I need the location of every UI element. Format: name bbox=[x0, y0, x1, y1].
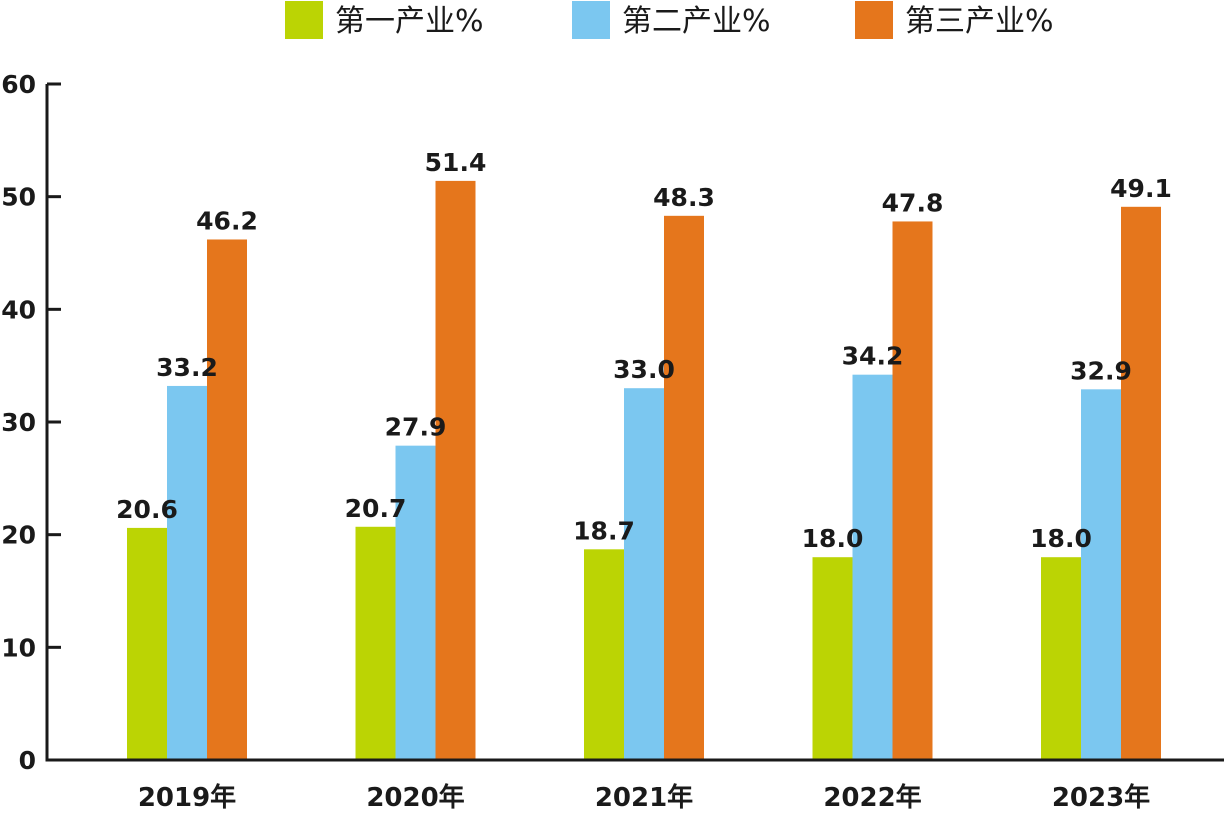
y-tick-label: 50 bbox=[1, 183, 36, 212]
bar-value-label: 18.0 bbox=[802, 524, 864, 553]
bars bbox=[127, 181, 1161, 760]
x-tick-label: 2023年 bbox=[1052, 782, 1150, 810]
legend-swatch bbox=[285, 1, 323, 39]
x-tick-label: 2022年 bbox=[823, 782, 921, 810]
legend-item: 第二产业% bbox=[572, 1, 771, 39]
y-tick-label: 60 bbox=[1, 70, 36, 99]
y-tick-label: 40 bbox=[1, 295, 36, 324]
legend-swatch bbox=[572, 1, 610, 39]
bar bbox=[624, 388, 664, 760]
bar-value-label: 18.7 bbox=[573, 516, 635, 545]
bar-value-label: 20.7 bbox=[345, 494, 407, 523]
bar-value-label: 33.0 bbox=[613, 355, 675, 384]
legend-item: 第三产业% bbox=[855, 1, 1054, 39]
y-tick-label: 20 bbox=[1, 521, 36, 550]
bar bbox=[893, 221, 933, 760]
bar-value-label: 18.0 bbox=[1030, 524, 1092, 553]
bar-value-label: 47.8 bbox=[882, 188, 944, 217]
bar bbox=[127, 528, 167, 760]
bar bbox=[813, 557, 853, 760]
legend-label: 第三产业% bbox=[905, 4, 1054, 39]
bar bbox=[664, 216, 704, 760]
x-tick-label: 2019年 bbox=[138, 782, 236, 810]
y-tick-label: 30 bbox=[1, 408, 36, 437]
bar bbox=[584, 549, 624, 760]
bar bbox=[436, 181, 476, 760]
bar-value-label: 48.3 bbox=[653, 183, 715, 212]
bar-value-label: 20.6 bbox=[116, 495, 178, 524]
legend-item: 第一产业% bbox=[285, 1, 484, 39]
bar-value-label: 49.1 bbox=[1110, 174, 1172, 203]
y-tick-label: 10 bbox=[1, 633, 36, 662]
y-tick-label: 0 bbox=[19, 746, 36, 775]
bar bbox=[1121, 207, 1161, 760]
bar bbox=[356, 527, 396, 760]
bar-value-label: 46.2 bbox=[196, 206, 258, 235]
bar bbox=[853, 375, 893, 760]
bar-value-label: 33.2 bbox=[156, 353, 218, 382]
bar bbox=[1081, 389, 1121, 760]
x-tick-label: 2020年 bbox=[366, 782, 464, 810]
bar bbox=[1041, 557, 1081, 760]
bar-value-label: 34.2 bbox=[842, 342, 904, 371]
bar-value-label: 51.4 bbox=[425, 148, 487, 177]
legend-label: 第一产业% bbox=[335, 4, 484, 39]
y-axis: 0 10 20 30 40 50 60 bbox=[1, 70, 61, 775]
legend-swatch bbox=[855, 1, 893, 39]
bar bbox=[167, 386, 207, 760]
x-axis: 2019年 2020年 2021年 2022年 2023年 bbox=[46, 760, 1224, 810]
bar bbox=[207, 239, 247, 760]
legend-label: 第二产业% bbox=[622, 4, 771, 39]
legend: 第一产业% 第二产业% 第三产业% bbox=[285, 1, 1054, 39]
bar-value-label: 32.9 bbox=[1070, 356, 1132, 385]
x-tick-label: 2021年 bbox=[595, 782, 693, 810]
bar-value-label: 27.9 bbox=[385, 413, 447, 442]
